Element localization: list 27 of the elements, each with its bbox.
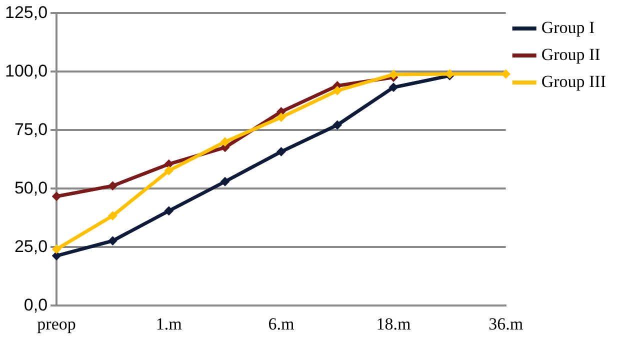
- point: [164, 166, 174, 176]
- point: [332, 120, 342, 130]
- point: [220, 177, 230, 186]
- y-tick-label: 0,0: [24, 295, 48, 314]
- x-tick-label: 36.m: [488, 314, 524, 334]
- y-tick-label: 50,0: [14, 178, 48, 198]
- point: [108, 211, 118, 220]
- point: [164, 206, 174, 216]
- point: [276, 147, 286, 156]
- x-tick-label: 6.m: [268, 314, 294, 334]
- point: [332, 86, 342, 96]
- point: [108, 236, 118, 246]
- y-tick-label: 125,0: [4, 2, 48, 22]
- point: [389, 82, 398, 92]
- point: [108, 181, 118, 190]
- y-tick-label: 25,0: [14, 236, 48, 256]
- legend-label: Group I: [541, 18, 596, 37]
- x-tick-label: preop: [37, 314, 76, 334]
- y-tick-label: 100,0: [4, 61, 48, 80]
- point: [276, 112, 286, 122]
- point: [220, 137, 230, 146]
- x-tick-label: 1.m: [156, 314, 182, 334]
- x-tick-label: 18.m: [376, 314, 411, 334]
- y-tick-label: 75,0: [14, 120, 48, 139]
- legend-label: Group III: [541, 72, 606, 91]
- point: [52, 192, 62, 201]
- legend-label: Group II: [541, 44, 601, 64]
